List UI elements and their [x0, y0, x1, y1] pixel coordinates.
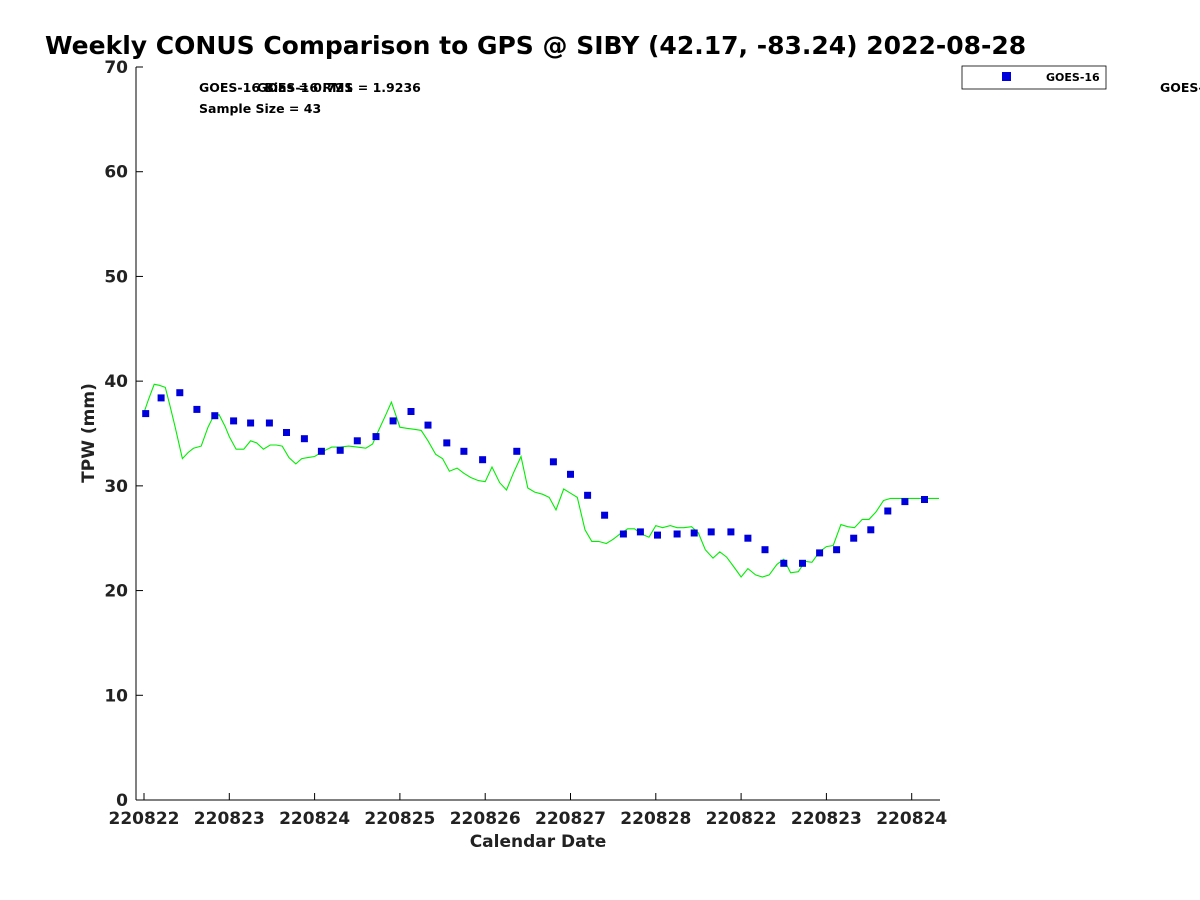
legend-marker: [1002, 72, 1011, 81]
legend-entry-label: GOES-16: [1046, 71, 1100, 84]
data-point: [230, 417, 238, 425]
data-point: [372, 433, 380, 441]
y-tick-label: 10: [104, 686, 128, 706]
data-point: [407, 408, 415, 415]
x-tick-label: 220826: [450, 809, 521, 829]
data-point: [619, 530, 627, 538]
data-point: [460, 447, 468, 455]
data-point: [157, 394, 165, 402]
data-point: [850, 534, 858, 542]
y-tick-label: 60: [104, 163, 128, 183]
y-ticks: 0 10 20 30 40 50 60 70: [104, 58, 143, 811]
sample-size-annotation: Sample Size = 43: [199, 101, 321, 116]
data-point: [690, 529, 698, 537]
data-point: [601, 511, 609, 519]
x-axis-label: Calendar Date: [470, 832, 607, 852]
data-point: [780, 559, 788, 567]
stats-annotation-bias: GOES-16 Bias = 0.721: [199, 80, 353, 95]
data-point: [353, 437, 361, 445]
y-tick-label: 40: [104, 372, 128, 392]
data-point: [479, 456, 487, 464]
data-point: [673, 530, 681, 538]
x-tick-label: 220828: [620, 809, 691, 829]
y-axis-label: TPW (mm): [79, 383, 99, 483]
data-point: [142, 410, 150, 418]
y-tick-label: 70: [104, 58, 128, 78]
data-point: [567, 470, 574, 478]
y-tick-label: 50: [104, 267, 128, 287]
data-point: [867, 526, 875, 534]
x-tick-label: 220825: [364, 809, 435, 829]
data-point: [389, 417, 397, 425]
line-series: [143, 383, 939, 578]
data-point: [336, 446, 344, 454]
data-point: [176, 389, 184, 397]
legend: GOES-16: [961, 65, 1107, 90]
data-point: [424, 421, 432, 429]
x-tick-label: 220824: [876, 809, 947, 829]
x-tick-label: 220823: [791, 809, 862, 829]
data-point: [833, 546, 841, 554]
data-point: [513, 447, 521, 455]
data-point: [884, 507, 892, 515]
data-point: [636, 528, 644, 536]
data-point: [317, 447, 325, 455]
x-ticks: 220822 220823 220824 220825 220826 220827 2208…: [109, 793, 947, 829]
data-point: [247, 419, 255, 427]
chart-title: Weekly CONUS Comparison to GPS @ SIBY (4…: [45, 31, 1026, 60]
y-tick-label: 0: [116, 791, 128, 811]
data-point: [265, 419, 273, 427]
y-tick-label: 30: [104, 477, 128, 497]
y-tick-label: 20: [104, 582, 128, 602]
data-point: [283, 429, 290, 436]
data-point: [584, 491, 592, 499]
data-point: [901, 498, 909, 506]
clipped-legend-text: GOES-: [1160, 80, 1200, 95]
series-line: [143, 383, 939, 578]
x-tick-label: 220824: [279, 809, 350, 829]
data-point: [211, 412, 219, 420]
data-point: [816, 549, 824, 557]
data-point: [300, 435, 308, 443]
data-point: [443, 439, 451, 447]
data-point: [193, 405, 201, 413]
data-point: [654, 531, 661, 539]
legend-box: [961, 65, 1107, 90]
point-series: [142, 389, 928, 567]
stats-annotation-rms: GOES-16 RMS = 1.9236: [257, 80, 421, 95]
plot-axes: [135, 67, 940, 801]
data-point: [921, 496, 928, 503]
data-point: [799, 559, 806, 567]
data-point: [707, 528, 715, 536]
x-tick-label: 220822: [706, 809, 777, 829]
data-point: [727, 528, 735, 536]
data-point: [549, 458, 557, 466]
data-point: [761, 546, 769, 554]
x-tick-label: 220822: [109, 809, 180, 829]
data-point: [744, 534, 752, 542]
x-tick-label: 220823: [194, 809, 265, 829]
x-tick-label: 220827: [535, 809, 606, 829]
